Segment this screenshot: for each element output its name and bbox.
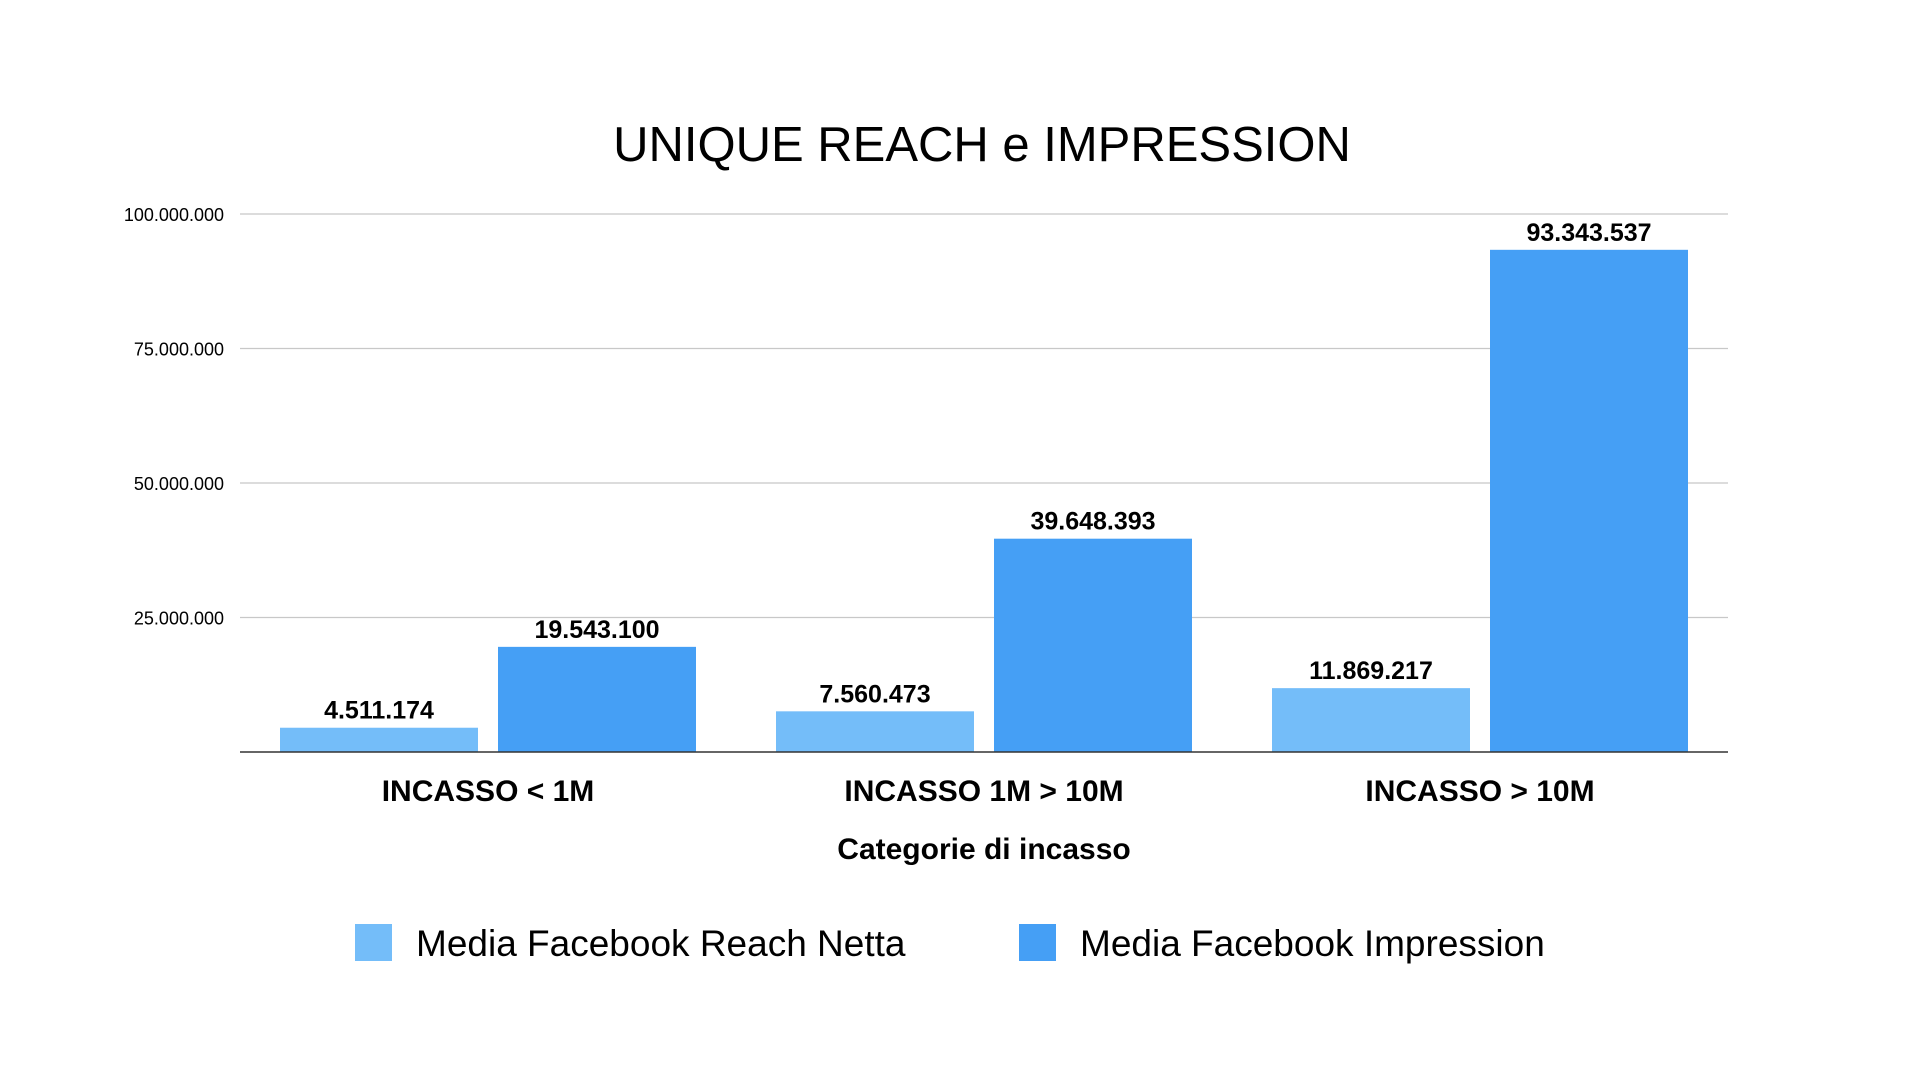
legend-swatch bbox=[1019, 924, 1056, 961]
x-axis-label: Categorie di incasso bbox=[837, 833, 1130, 866]
x-tick-label: INCASSO < 1M bbox=[382, 775, 595, 808]
bars bbox=[280, 249, 1688, 752]
y-tick-label: 100.000.000 bbox=[124, 205, 224, 225]
legend-label: Media Facebook Impression bbox=[1080, 923, 1545, 964]
legend-swatch bbox=[355, 924, 392, 961]
gridlines bbox=[240, 213, 1728, 619]
x-tick-label: INCASSO > 10M bbox=[1365, 775, 1594, 808]
data-label: 11.869.217 bbox=[1309, 657, 1433, 685]
legend: Media Facebook Reach Netta Media Facebook… bbox=[355, 923, 1545, 964]
bar bbox=[498, 646, 696, 752]
data-labels: 4.511.174 19.543.100 7.560.473 39.648.393 11… bbox=[324, 219, 1651, 725]
bar bbox=[994, 538, 1192, 752]
y-tick-label: 25.000.000 bbox=[134, 609, 224, 629]
legend-label: Media Facebook Reach Netta bbox=[416, 923, 906, 964]
bar bbox=[280, 727, 478, 752]
x-tick-label: INCASSO 1M > 10M bbox=[844, 775, 1123, 808]
data-label: 4.511.174 bbox=[324, 697, 434, 725]
y-axis-ticks: 25.000.000 50.000.000 75.000.000 100.000.00… bbox=[124, 205, 224, 629]
bar bbox=[776, 711, 974, 752]
data-label: 19.543.100 bbox=[534, 616, 659, 644]
bar bbox=[1490, 249, 1688, 752]
data-label: 39.648.393 bbox=[1030, 508, 1155, 536]
y-tick-label: 75.000.000 bbox=[134, 340, 224, 360]
chart-title: UNIQUE REACH e IMPRESSION bbox=[613, 118, 1351, 172]
data-label: 7.560.473 bbox=[819, 680, 930, 708]
x-axis-ticks: INCASSO < 1M INCASSO 1M > 10M INCASSO > 10… bbox=[382, 775, 1595, 808]
data-label: 93.343.537 bbox=[1526, 219, 1651, 247]
bar bbox=[1272, 688, 1470, 752]
y-tick-label: 50.000.000 bbox=[134, 474, 224, 494]
